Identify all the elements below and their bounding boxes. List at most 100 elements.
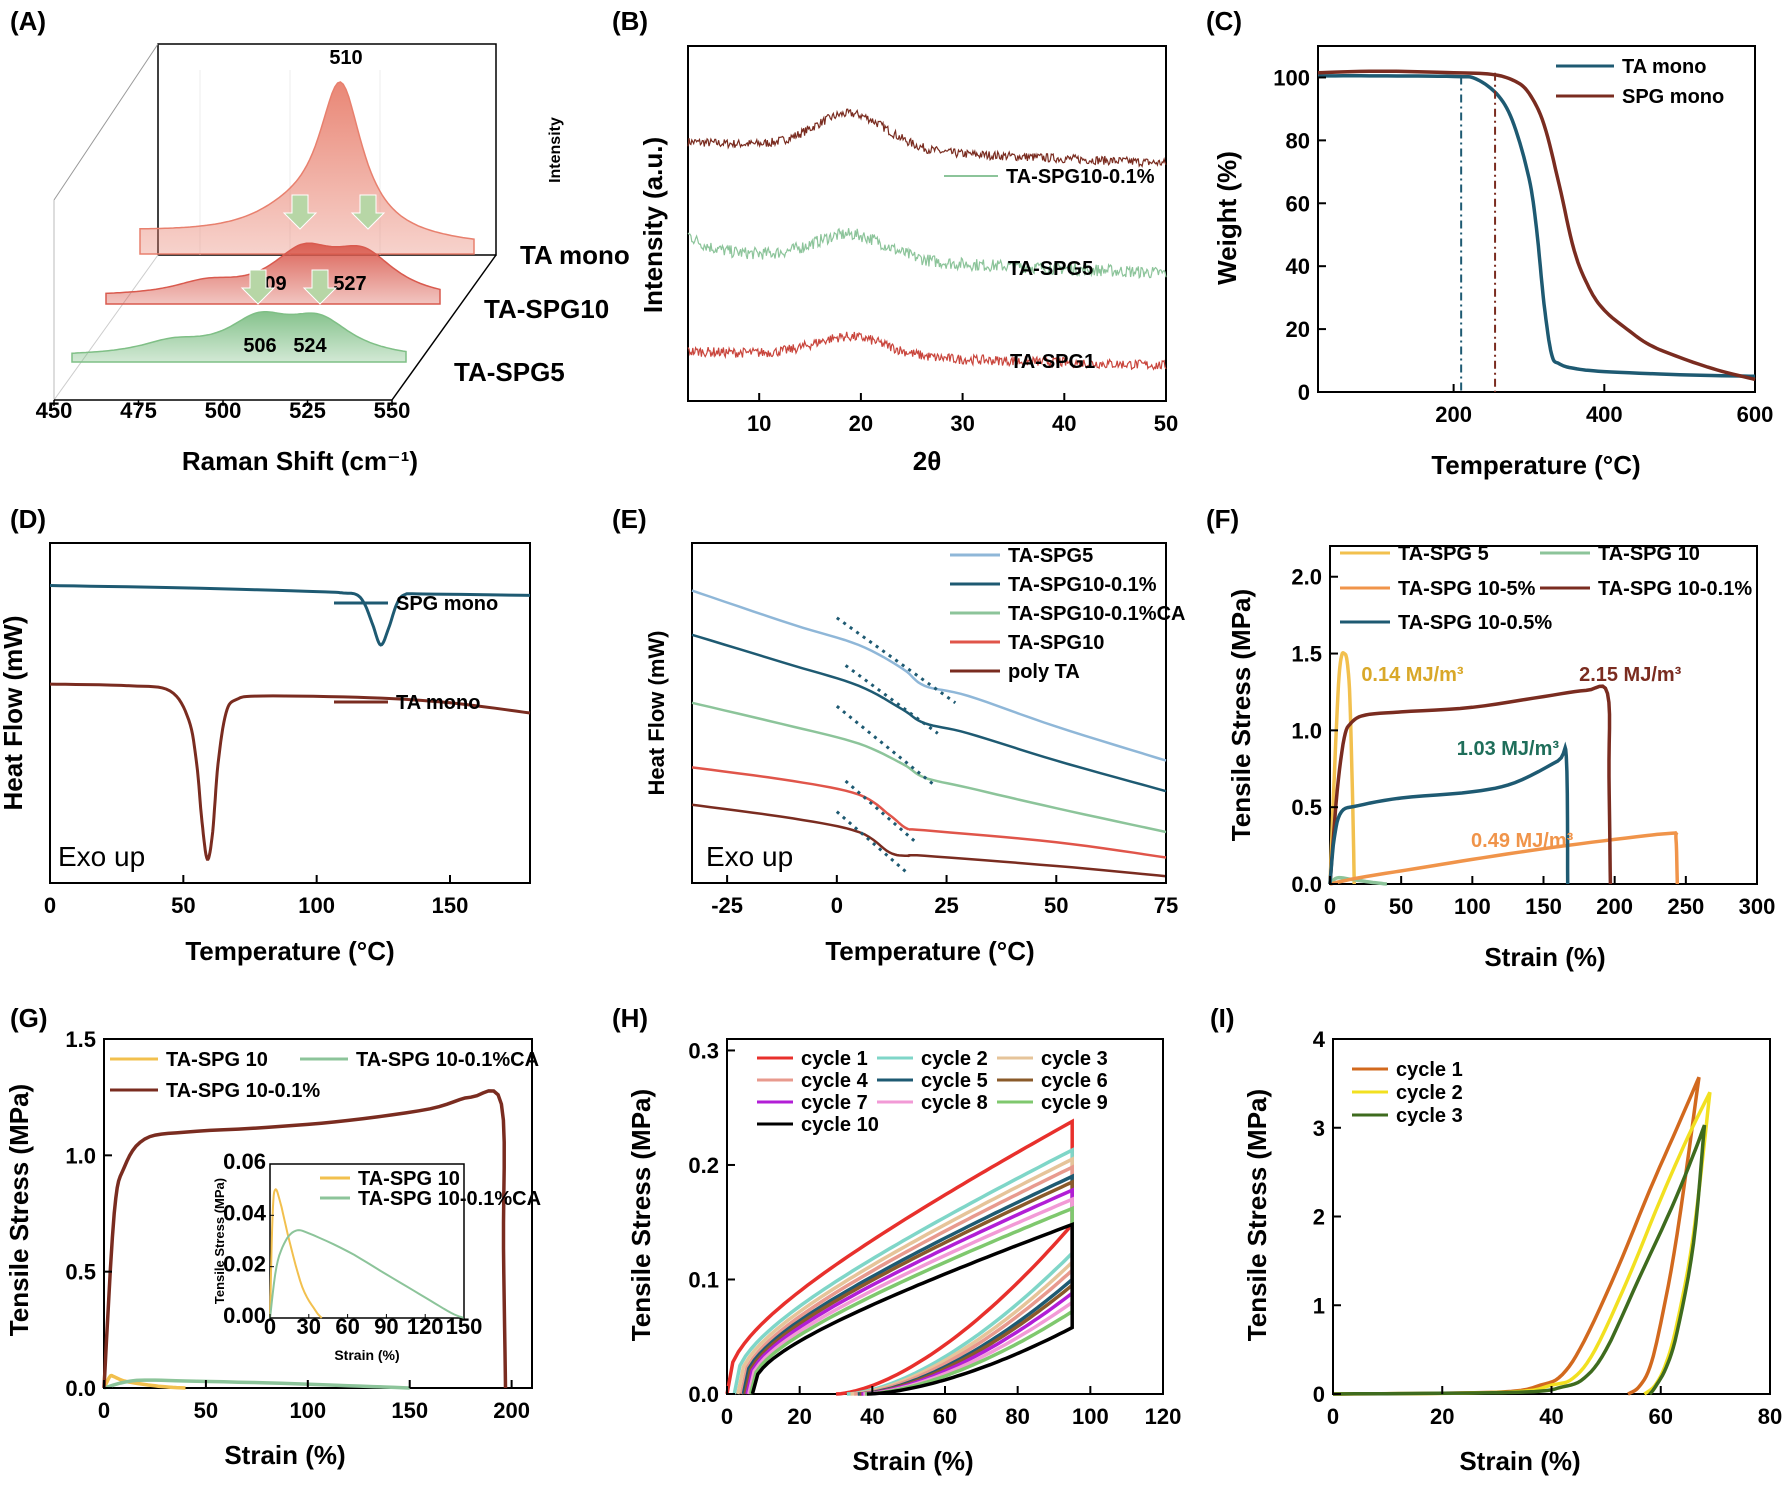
panel-i-curve-1 [1332,1091,1712,1396]
panel-i-ylabel: Tensile Stress (MPa) [1242,1089,1272,1341]
panel-h-legend-label-6: cycle 7 [801,1092,868,1114]
panel-f-xtick-label-0: 0 [1324,894,1336,919]
panel-f-legend-label-1: TA-SPG 10 [1598,543,1700,565]
panel-g-inset-legend-label-0: TA-SPG 10 [358,1168,460,1190]
panel-i-xtick-label-1: 20 [1430,1404,1454,1429]
panel-i-curve-0 [1332,1076,1701,1396]
panel-g-inset-xtick-label-3: 90 [374,1314,398,1339]
panel-a-ylabel: Intensity [547,117,564,183]
panel-e-xtick-label-4: 75 [1154,893,1178,918]
panel-e-curve-3 [691,766,1167,859]
panel-e-tangent-0 [835,616,957,705]
panel-label-f: (F) [1206,504,1239,534]
panel-h-ylabel: Tensile Stress (MPa) [626,1089,656,1341]
panel-e-legend-label-2: TA-SPG10-0.1%CA [1008,603,1185,625]
panel-h-curve-8 [748,1205,1074,1396]
panel-i-ytick-label-2: 2 [1313,1205,1325,1230]
panel-c-tga: 200 400 600 0 20 40 60 80 100 Temperature (°C) W… [1212,45,1773,480]
panel-g-ytick-label-3: 1.5 [65,1027,96,1052]
panel-b-xtick-label-1: 20 [849,411,873,436]
panel-i-curve-2 [1332,1124,1707,1396]
panel-e-xtick-label-2: 25 [934,893,958,918]
panel-i-xtick-label-0: 0 [1327,1404,1339,1429]
panel-d-xtick-label-1: 50 [171,893,195,918]
panel-label-c: (C) [1206,6,1242,36]
panel-a-layer-0 [139,81,475,255]
panel-h-ytick-label-2: 0.2 [688,1153,719,1178]
panel-h-legend-label-3: cycle 4 [801,1070,869,1092]
panel-g-inset-xlabel: Strain (%) [334,1347,399,1363]
panel-g-inset-xtick-label-2: 60 [335,1314,359,1339]
panel-d-exo-label: Exo up [58,841,145,872]
panel-i-ytick-label-1: 1 [1313,1293,1325,1318]
panel-label-g: (G) [10,1003,48,1033]
panel-a-xlabel: Raman Shift (cm⁻¹) [182,446,418,476]
panel-f-xtick-label-4: 200 [1596,894,1633,919]
panel-b-xtick-label-0: 10 [747,411,771,436]
panel-h-curve-9 [750,1221,1074,1396]
panel-d-dsc: 0 50 100 150 Temperature (°C) Heat Flow (mW… [0,542,531,966]
panel-f-ylabel: Tensile Stress (MPa) [1226,589,1256,841]
panel-f-legend-label-0: TA-SPG 5 [1398,543,1489,565]
panel-h-legend-label-4: cycle 5 [921,1070,988,1092]
panel-i-legend-label-0: cycle 1 [1396,1059,1463,1081]
panel-h-xtick-label-3: 60 [933,1404,957,1429]
panel-d-xtick-label-0: 0 [44,893,56,918]
panel-g-inset-ytick-label-2: 0.04 [223,1200,267,1225]
panel-h-ytick-label-0: 0.0 [688,1382,719,1407]
panel-e-legend-label-1: TA-SPG10-0.1% [1008,574,1157,596]
panel-f-ytick-label-0: 0.0 [1291,872,1322,897]
panel-a-arrow-2 [240,269,276,305]
panel-h-legend-label-1: cycle 2 [921,1048,988,1070]
panel-a-arrow-1 [350,194,386,230]
panel-c-ytick-label-0: 0 [1298,380,1310,405]
panel-i-ytick-label-4: 4 [1313,1027,1326,1052]
panel-h-cyclic: 0 20 40 60 80 100 120 0.0 0.1 0.2 0.3 Strain (%) T… [626,1038,1181,1476]
panel-g-inset-curve-0 [269,1188,323,1319]
panel-label-e: (E) [612,504,647,534]
panel-b-xtick-label-4: 50 [1154,411,1178,436]
panel-c-ytick-label-5: 100 [1273,65,1310,90]
panel-b-ylabel: Intensity (a.u.) [638,137,668,313]
panel-g-ytick-label-1: 0.5 [65,1260,96,1285]
panel-c-ytick-label-1: 20 [1286,317,1310,342]
panel-g-inset-xtick-label-5: 150 [446,1314,483,1339]
panel-e-tangent-1 [844,664,939,735]
panel-i-ytick-label-0: 0 [1313,1382,1325,1407]
panel-e-xlabel: Temperature (°C) [825,936,1034,966]
panel-i-legend-label-1: cycle 2 [1396,1082,1463,1104]
panel-d-xtick-label-2: 100 [298,893,335,918]
panel-c-xtick-label-1: 400 [1586,402,1623,427]
panel-h-xtick-label-2: 40 [860,1404,884,1429]
panel-b-xrd: 10 20 30 40 50 2θ Intensity (a.u.) TA-SPG10-… [638,45,1178,476]
panel-e-tangent-3 [844,779,917,844]
panel-h-curve-4 [741,1173,1074,1396]
panel-g-inset-ytick-label-1: 0.02 [223,1252,266,1277]
panel-h-legend-label-9: cycle 10 [801,1114,879,1136]
panel-f-legend-label-2: TA-SPG 10-5% [1398,578,1536,600]
panel-a-xtick-label-2: 500 [205,398,242,423]
panel-e-xtick-label-0: -25 [711,893,743,918]
panel-a-arrow-0 [282,194,318,230]
panel-g-legend-label-1: TA-SPG 10-0.1%CA [356,1049,539,1071]
panel-i-legend-label-2: cycle 3 [1396,1105,1463,1127]
panel-f-annotation-1: 2.15 MJ/m³ [1579,664,1682,686]
panel-label-b: (B) [612,6,648,36]
panel-g-inset-xtick-label-1: 30 [297,1314,321,1339]
panel-g-inset-xtick-label-0: 0 [264,1314,276,1339]
panel-e-curve-0 [691,589,1167,762]
panel-g-tensile: 0 50 100 150 200 0.0 0.5 1.0 1.5 Strain (%) Tens… [4,1027,541,1470]
panel-g-xtick-label-2: 100 [289,1398,326,1423]
panel-h-xtick-label-0: 0 [721,1404,733,1429]
panel-a-series-label-ta-mono: TA mono [520,240,630,270]
panel-b-xtick-label-3: 40 [1052,411,1076,436]
panel-g-curve-1 [103,1378,410,1390]
panel-e-curve-4 [691,803,1167,878]
panel-b-label-series-3: TA-SPG1 [1010,351,1095,373]
panel-i-cyclic: 0 20 40 60 80 0 1 2 3 4 Strain (%) Tensile Stress… [1242,1027,1782,1476]
panel-a-peak-label-2-1: 524 [293,335,327,357]
panel-h-xtick-label-5: 100 [1072,1404,1109,1429]
panel-h-curve-7 [747,1196,1074,1396]
panel-h-xtick-label-6: 120 [1145,1404,1182,1429]
